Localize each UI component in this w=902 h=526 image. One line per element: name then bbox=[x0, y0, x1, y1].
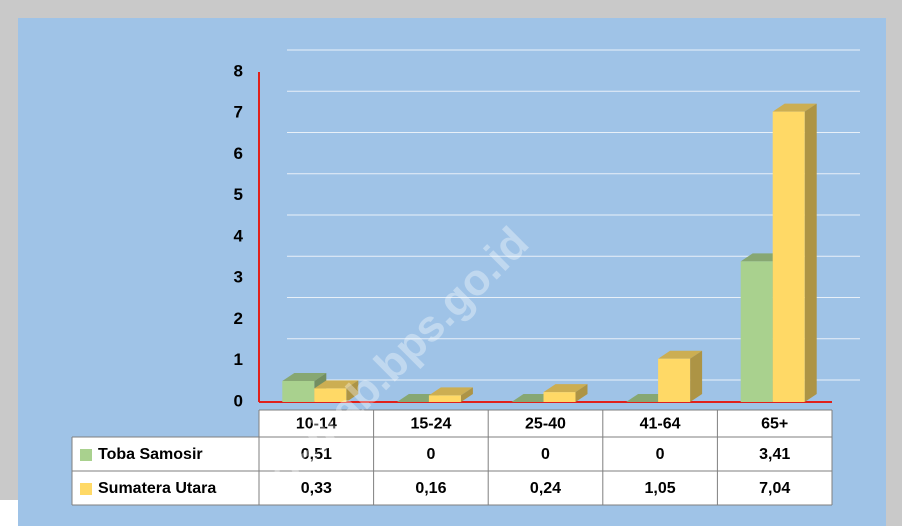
data-label: 1,05 bbox=[645, 480, 676, 497]
bar-side bbox=[575, 384, 588, 402]
table-bg bbox=[259, 410, 832, 505]
x-tick-label: 25-40 bbox=[525, 416, 566, 433]
bar-side bbox=[690, 350, 703, 402]
data-label: 0,51 bbox=[301, 446, 332, 463]
data-label: 0,16 bbox=[415, 480, 446, 497]
bar-top bbox=[543, 384, 588, 393]
bar bbox=[543, 392, 576, 402]
y-tick-label: 0 bbox=[234, 391, 243, 410]
x-tick-label: 15-24 bbox=[410, 416, 451, 433]
corner bbox=[0, 500, 18, 526]
y-tick-label: 3 bbox=[234, 268, 243, 287]
bar-side bbox=[804, 103, 817, 402]
y-tick-label: 4 bbox=[234, 226, 244, 245]
data-label: 0 bbox=[656, 446, 665, 463]
bar bbox=[658, 358, 691, 402]
y-tick-label: 7 bbox=[234, 103, 243, 122]
y-tick-label: 1 bbox=[234, 350, 243, 369]
legend-label: Sumatera Utara bbox=[98, 480, 216, 497]
bar bbox=[282, 380, 315, 402]
bar-side bbox=[460, 387, 473, 402]
x-tick-label: 65+ bbox=[761, 416, 788, 433]
legend-label: Toba Samosir bbox=[98, 446, 203, 463]
bar bbox=[314, 388, 347, 402]
bar-top bbox=[772, 103, 817, 112]
y-tick-label: 5 bbox=[234, 185, 243, 204]
bar bbox=[772, 111, 805, 402]
data-label: 0,33 bbox=[301, 480, 332, 497]
bar bbox=[428, 395, 461, 402]
data-label: 0 bbox=[541, 446, 550, 463]
legend-swatch bbox=[80, 483, 92, 495]
x-tick-label: 41-64 bbox=[640, 416, 681, 433]
x-tick-label: 10-14 bbox=[296, 416, 337, 433]
data-label: 0 bbox=[426, 446, 435, 463]
legend-swatch bbox=[80, 449, 92, 461]
bar-top bbox=[282, 372, 327, 381]
data-label: 7,04 bbox=[759, 480, 790, 497]
data-label: 0,24 bbox=[530, 480, 561, 497]
bar-side bbox=[346, 380, 359, 402]
data-label: 3,41 bbox=[759, 446, 790, 463]
bar-top bbox=[428, 387, 473, 396]
bar-top bbox=[658, 350, 703, 359]
y-tick-label: 2 bbox=[234, 309, 243, 328]
bar-top bbox=[314, 380, 359, 389]
bar bbox=[740, 261, 773, 402]
y-tick-label: 8 bbox=[234, 61, 243, 80]
y-tick-label: 6 bbox=[234, 144, 243, 163]
